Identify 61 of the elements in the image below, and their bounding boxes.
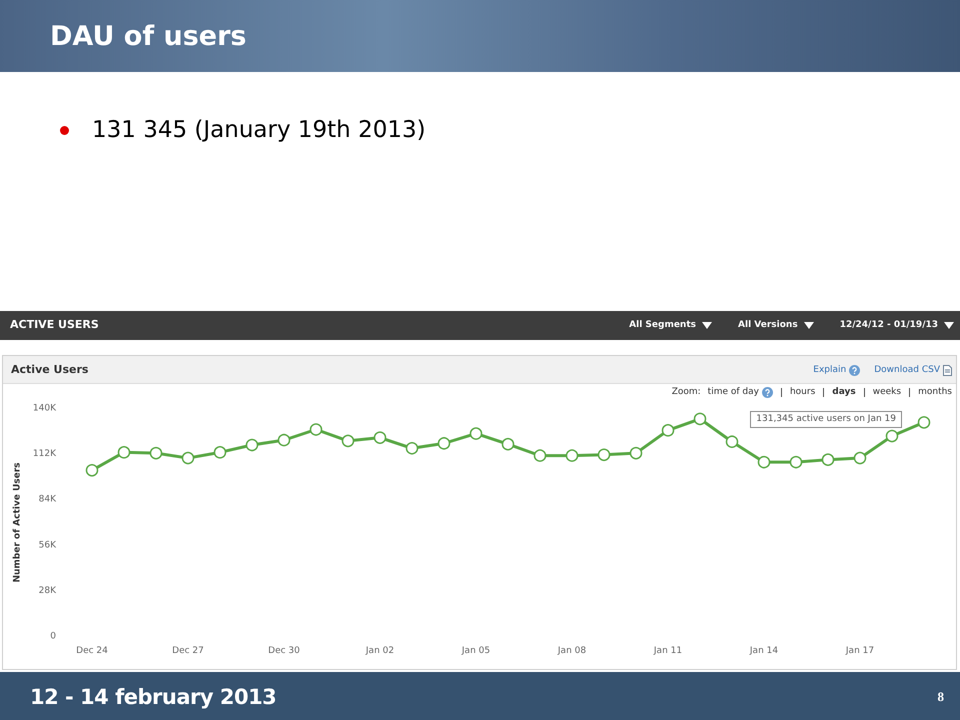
point — [918, 416, 930, 429]
text: Download CSV — [874, 364, 940, 376]
text: Zoom: — [672, 386, 701, 398]
text: months — [918, 386, 952, 398]
x-tick-label: Jan 11 — [652, 646, 682, 656]
point — [502, 438, 514, 450]
point — [662, 424, 674, 437]
x-tick-label: Jan 17 — [844, 646, 874, 656]
point — [438, 437, 450, 450]
point — [118, 446, 130, 459]
text: 8 — [938, 689, 944, 704]
point — [854, 452, 866, 464]
y-axis-title: Number of Active Users — [12, 462, 23, 583]
point — [278, 434, 290, 446]
point — [790, 456, 802, 468]
text: days — [832, 386, 856, 398]
point — [182, 452, 194, 464]
text: ACTIVE USERS — [10, 318, 99, 332]
y-tick-label: 140K — [32, 403, 58, 414]
text: Active Users — [11, 363, 88, 376]
y-tick-label: 84K — [38, 494, 58, 505]
text: time of day — [708, 386, 759, 398]
y-tick-label: 56K — [38, 540, 58, 550]
point — [342, 434, 354, 448]
text: 12/24/12 - 01/19/13 — [840, 319, 938, 331]
text: weeks — [872, 386, 902, 398]
point — [214, 446, 226, 459]
y-tick-label: 28K — [38, 586, 58, 596]
point — [822, 453, 834, 466]
text: All Versions — [738, 319, 798, 331]
text: 131 345 (January 19th 2013) — [92, 116, 426, 145]
text: Explain — [813, 364, 846, 376]
point — [534, 449, 546, 462]
point — [406, 442, 418, 455]
x-tick-label: Jan 02 — [364, 646, 394, 656]
y-tick-label: 0 — [50, 632, 56, 642]
point — [758, 456, 770, 468]
point — [566, 449, 578, 462]
annotation: 131,345 active users on Jan 19 — [750, 411, 902, 428]
point — [150, 446, 162, 460]
point — [86, 464, 98, 477]
chart-title: DAU of users — [50, 20, 246, 54]
x-tick-label: Jan 05 — [460, 646, 490, 656]
point — [630, 446, 642, 460]
text: All Segments — [629, 319, 696, 331]
x-tick-label: Jan 14 — [748, 646, 778, 656]
point — [694, 412, 706, 426]
x-tick-label: Dec 27 — [172, 646, 204, 656]
x-tick-label: Dec 30 — [268, 646, 300, 656]
point — [310, 423, 322, 436]
point — [886, 430, 898, 442]
text: 12 - 14 february 2013 — [30, 684, 276, 710]
x-tick-label: Dec 24 — [76, 646, 108, 656]
y-tick-label: 112K — [32, 448, 58, 459]
point — [726, 435, 738, 448]
point — [374, 431, 386, 444]
point — [598, 448, 610, 462]
text: hours — [790, 386, 816, 398]
point — [470, 427, 482, 440]
point — [246, 438, 258, 452]
x-tick-label: Jan 08 — [556, 646, 586, 656]
